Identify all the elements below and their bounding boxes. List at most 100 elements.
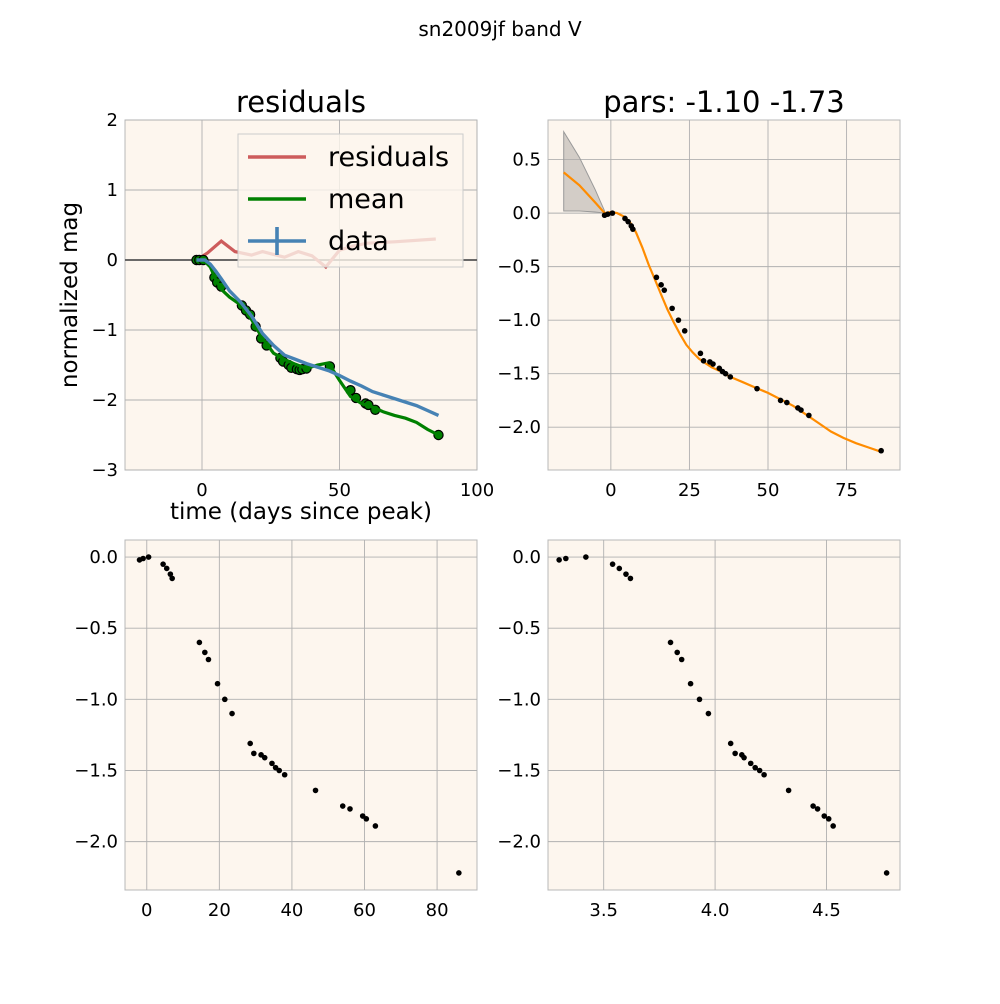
y-tick-label: −1.5 [497, 364, 541, 385]
x-tick-label: 4.5 [812, 900, 841, 921]
data-point [625, 218, 631, 225]
data-point [675, 317, 682, 323]
legend-label-residuals: residuals [328, 142, 449, 173]
data-point [732, 750, 738, 757]
data-point [814, 806, 821, 812]
data-point [604, 211, 611, 217]
chart-panel-1: 0 50 100 2 1 0 −1 −2 −3 residuals time (days since… [57, 85, 494, 525]
data-point [205, 656, 212, 663]
data-point [556, 557, 562, 563]
data-point [251, 750, 257, 757]
y-tick-label: 0.0 [512, 203, 541, 224]
data-point [661, 287, 668, 293]
data-point [761, 771, 767, 778]
x-tick-label: 0 [196, 480, 207, 501]
y-tick-label: −1.0 [74, 689, 118, 710]
data-point [697, 350, 704, 357]
data-point [609, 561, 616, 567]
plot-area [547, 119, 901, 471]
data-point [653, 274, 660, 281]
data-point [221, 696, 228, 703]
plots-container: 0 50 100 2 1 0 −1 −2 −3 residuals time (days since… [57, 85, 901, 921]
data-point [756, 767, 763, 774]
data-point [821, 813, 828, 819]
y-tick-label: −1.5 [74, 760, 118, 781]
data-point [830, 823, 836, 829]
y-tick-label: 0.5 [512, 150, 541, 171]
data-point [276, 767, 283, 774]
plot-content [136, 554, 462, 876]
data-point [140, 555, 146, 562]
x-tick-label: 20 [208, 900, 231, 921]
y-axis-label: normalized mag [57, 202, 83, 388]
legend: residuals mean data [237, 133, 464, 268]
data-point [261, 754, 268, 761]
y-tick-label: 0.0 [89, 547, 118, 568]
data-point [583, 554, 589, 560]
y-tick-label: −2.0 [497, 832, 541, 853]
data-point [806, 412, 812, 419]
y-tick-label: −2 [91, 390, 118, 411]
chart-panel-2: 0 25 50 75 0.5 0.0 −0.5 −1.0 −1.5 −2.0 pars: -1.10… [497, 85, 901, 501]
y-tick-label: −1.5 [497, 760, 541, 781]
plot-area [547, 539, 901, 891]
y-tick-label: −2.0 [74, 832, 118, 853]
x-tick-label: 40 [280, 900, 303, 921]
data-point [169, 575, 175, 582]
chart-title: pars: -1.10 -1.73 [603, 85, 845, 119]
x-tick-label: 0 [141, 900, 152, 921]
data-point [627, 575, 634, 582]
data-point [160, 561, 166, 567]
data-point [269, 760, 275, 767]
y-tick-label: 1 [107, 180, 118, 201]
y-tick-label: −1.0 [497, 689, 541, 710]
data-point [785, 787, 792, 794]
data-point [705, 710, 712, 717]
data-point [658, 282, 664, 288]
data-point [202, 649, 208, 656]
y-tick-label: 2 [107, 110, 118, 131]
figure-suptitle: sn2009jf band V [418, 17, 582, 41]
data-point [372, 823, 379, 829]
y-tick-label: 0.0 [512, 547, 541, 568]
data-point [810, 803, 816, 809]
data-point [700, 358, 707, 364]
y-tick-label: 0 [107, 250, 118, 271]
data-point [681, 328, 688, 334]
data-point [363, 816, 370, 822]
x-tick-label: 60 [353, 900, 376, 921]
x-tick-label: 50 [757, 480, 780, 501]
data-point [196, 639, 203, 646]
y-tick-label: −0.5 [74, 618, 118, 639]
chart-title: residuals [236, 85, 366, 119]
data-point [674, 649, 681, 656]
data-point [722, 370, 729, 377]
x-tick-label: 80 [426, 900, 449, 921]
data-point [339, 803, 346, 809]
x-tick-label: 100 [460, 480, 494, 501]
data-point [669, 305, 675, 312]
data-point [798, 407, 804, 413]
x-tick-label: 0 [605, 480, 616, 501]
data-point [281, 771, 288, 778]
data-point [214, 680, 221, 687]
data-point [229, 710, 235, 717]
y-tick-label: −1 [91, 320, 118, 341]
y-tick-label: −0.5 [497, 257, 541, 278]
data-point [609, 210, 616, 216]
y-tick-label: −3 [91, 460, 118, 481]
data-point [741, 754, 747, 761]
y-tick-label: −0.5 [497, 618, 541, 639]
data-point [678, 656, 685, 663]
data-point [784, 399, 790, 406]
y-tick-label: −2.0 [497, 417, 541, 438]
data-point [747, 760, 754, 767]
data-point [630, 226, 636, 232]
data-point [347, 806, 353, 812]
data-point [883, 870, 890, 876]
legend-label-mean: mean [328, 184, 405, 215]
data-point [878, 447, 884, 454]
x-axis-label: time (days since peak) [170, 499, 432, 525]
data-point [696, 696, 703, 703]
